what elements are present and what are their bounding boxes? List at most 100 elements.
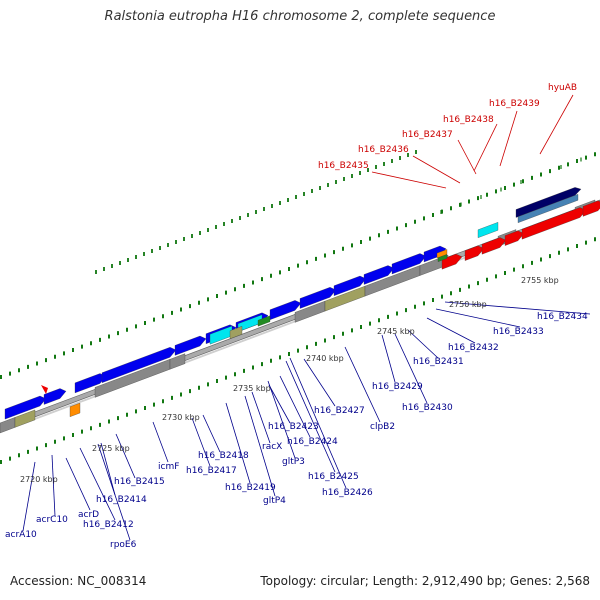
tick-mark [500, 187, 502, 192]
accession-text: Accession: NC_008314 [10, 574, 147, 588]
tick-mark [327, 183, 329, 187]
tick-mark [108, 419, 110, 424]
tick-mark [387, 229, 389, 234]
tick-mark [315, 256, 317, 261]
kbp-tick-label: 2745 kbp [377, 327, 415, 336]
tick-mark [45, 443, 47, 448]
leader-line [65, 457, 91, 511]
tick-mark [333, 335, 335, 340]
tick-mark [359, 171, 361, 175]
gene-label-blue: acrA10 [5, 530, 37, 540]
gene-label-red: hyuAB [548, 83, 577, 93]
tick-mark [405, 223, 407, 228]
gene-label-blue: icmF [158, 462, 179, 472]
gene-label-blue: h16_B2432 [448, 343, 499, 353]
leader-line [268, 384, 291, 424]
gene-olive [229, 326, 243, 339]
tick-mark [567, 247, 569, 252]
kbp-tick-label: 2740 kbp [306, 354, 344, 363]
gene-label-blue: h16_B2412 [83, 520, 134, 530]
tick-mark [167, 243, 169, 247]
tick-mark [18, 453, 20, 458]
tick-mark [81, 429, 83, 434]
tick-mark [191, 234, 193, 238]
leader-line [279, 375, 311, 438]
tick-mark [432, 213, 434, 217]
tick-mark [333, 250, 335, 255]
tick-mark [480, 195, 482, 199]
kbp-tick-label: 2735 kbp [233, 384, 271, 393]
tick-mark [135, 409, 137, 414]
tick-mark [585, 240, 587, 245]
leader-line [381, 334, 396, 383]
gene-reverse [169, 353, 186, 370]
gene-label-red: h16_B2436 [358, 145, 409, 155]
tick-mark [558, 250, 560, 255]
tick-mark [127, 258, 129, 262]
tick-mark [239, 216, 241, 220]
tick-mark [414, 304, 416, 309]
tick-mark [315, 341, 317, 346]
tick-mark [159, 246, 161, 250]
tick-mark [450, 206, 452, 211]
tick-mark [378, 233, 380, 238]
tick-mark [432, 298, 434, 302]
tick-mark [81, 344, 83, 349]
tick-mark [540, 172, 542, 177]
tick-mark [295, 195, 297, 199]
tick-mark [18, 368, 20, 373]
gene-label-blue: h16_B2424 [287, 437, 338, 447]
leader-line [191, 417, 211, 467]
tick-mark [311, 189, 313, 193]
tick-mark [279, 270, 281, 275]
tick-mark [549, 169, 551, 174]
tick-mark [247, 213, 249, 217]
gene-reverse [0, 417, 16, 434]
tick-mark [477, 281, 479, 286]
tick-mark [90, 426, 92, 431]
tick-mark [270, 358, 272, 363]
tick-mark [279, 201, 281, 205]
tick-mark [423, 216, 425, 221]
tick-mark [234, 287, 236, 292]
leader-line [115, 433, 136, 479]
gene-forward [391, 253, 427, 275]
tick-mark [223, 222, 225, 226]
tick-mark [504, 271, 506, 275]
leader-line [267, 380, 296, 459]
tick-mark [225, 290, 227, 295]
tick-mark [9, 456, 11, 461]
tick-mark [261, 277, 263, 282]
tick-mark [199, 231, 201, 235]
gene-steel [517, 194, 579, 223]
tick-mark [342, 331, 344, 336]
tick-mark [513, 182, 515, 187]
gene-label-blue: h16_B2423 [268, 422, 319, 432]
tick-mark [423, 301, 425, 306]
tick-mark [90, 341, 92, 346]
tick-mark [477, 196, 479, 201]
gene-green [437, 254, 448, 262]
gene-red [504, 230, 525, 246]
tick-mark [459, 287, 461, 292]
gene-label-blue: h16_B2433 [493, 327, 544, 337]
kbp-tick-label: 2730 kbp [162, 413, 200, 422]
tick-mark [522, 179, 524, 184]
gene-label-blue: acrD [78, 510, 99, 520]
gene-label-blue: h16_B2431 [413, 357, 464, 367]
leader-line [426, 317, 476, 344]
tick-mark [558, 165, 560, 170]
tick-mark [324, 253, 326, 258]
tick-mark [180, 392, 182, 397]
leader-line [457, 139, 477, 175]
tick-mark [198, 300, 200, 305]
tick-mark [189, 389, 191, 394]
tick-mark [378, 318, 380, 323]
leader-line [473, 123, 498, 172]
gene-forward [299, 287, 337, 309]
leader-line [152, 421, 169, 463]
tick-mark [405, 308, 407, 313]
tick-mark [153, 317, 155, 322]
tick-mark [215, 225, 217, 229]
